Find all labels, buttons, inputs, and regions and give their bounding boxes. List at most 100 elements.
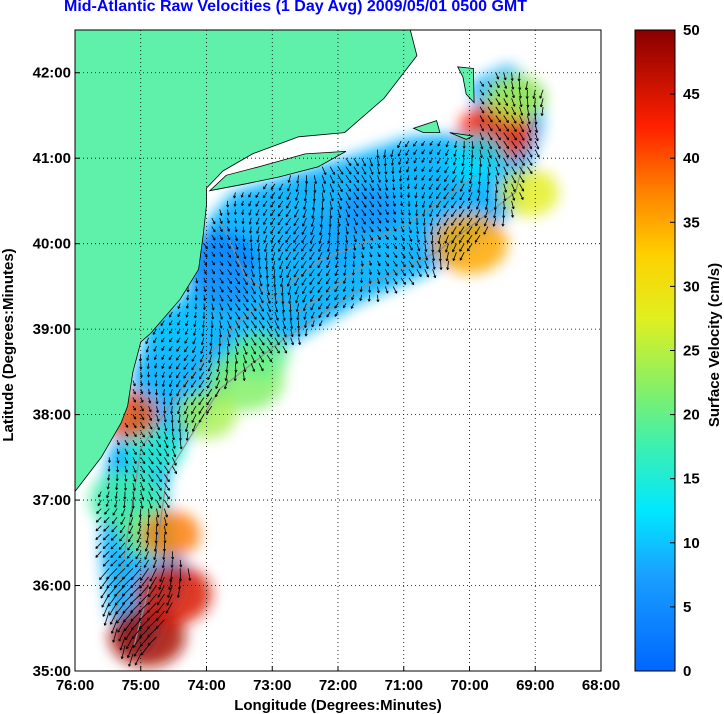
- velocity-arrow: [503, 192, 507, 202]
- velocity-arrow: [211, 286, 215, 293]
- velocity-arrow: [436, 157, 441, 164]
- velocity-arrow: [207, 371, 213, 381]
- velocity-arrow: [148, 414, 152, 421]
- velocity-arrow: [377, 277, 381, 285]
- velocity-arrow: [184, 405, 189, 415]
- velocity-arrow: [392, 226, 397, 232]
- velocity-arrow: [453, 149, 457, 157]
- velocity-arrow: [476, 200, 481, 210]
- velocity-arrow: [343, 277, 347, 284]
- velocity-arrow: [519, 140, 525, 150]
- velocity-arrow: [264, 252, 268, 261]
- velocity-arrow: [503, 140, 509, 149]
- velocity-arrow: [534, 149, 540, 158]
- velocity-arrow: [249, 226, 253, 234]
- speed-region: [485, 74, 546, 123]
- velocity-arrow: [519, 183, 524, 192]
- velocity-arrow: [377, 175, 381, 183]
- velocity-arrow: [266, 320, 272, 329]
- velocity-arrow: [479, 123, 484, 132]
- velocity-arrow: [477, 175, 481, 185]
- velocity-arrow: [334, 286, 339, 293]
- velocity-arrow: [384, 251, 389, 258]
- velocity-arrow: [140, 482, 145, 492]
- velocity-arrow: [281, 294, 285, 304]
- velocity-arrow: [171, 457, 177, 466]
- velocity-arrow: [337, 217, 341, 227]
- velocity-arrow: [392, 234, 397, 241]
- velocity-arrow: [258, 294, 264, 304]
- velocity-arrow: [337, 175, 344, 184]
- velocity-arrow: [203, 269, 207, 275]
- velocity-arrow: [421, 157, 426, 163]
- velocity-arrow: [164, 482, 170, 491]
- velocity-arrow: [203, 277, 207, 284]
- velocity-arrow: [273, 277, 277, 288]
- velocity-arrow: [112, 628, 118, 643]
- velocity-arrow: [392, 277, 398, 285]
- velocity-arrow: [216, 363, 221, 373]
- velocity-arrow: [207, 363, 213, 372]
- velocity-arrow: [210, 320, 214, 329]
- velocity-arrow: [160, 328, 165, 335]
- velocity-arrow: [422, 217, 426, 226]
- velocity-arrow: [301, 260, 307, 269]
- velocity-arrow: [311, 320, 315, 328]
- speed-region: [393, 168, 454, 217]
- velocity-arrow: [301, 277, 307, 286]
- velocity-arrow: [179, 559, 183, 568]
- velocity-arrow: [111, 516, 118, 524]
- velocity-arrow: [164, 525, 168, 535]
- velocity-arrow: [360, 269, 364, 275]
- velocity-arrow: [153, 354, 157, 361]
- velocity-arrow: [102, 551, 110, 558]
- velocity-arrow: [226, 217, 230, 224]
- velocity-arrow: [288, 294, 292, 304]
- velocity-arrow: [436, 166, 441, 173]
- velocity-arrow: [190, 380, 197, 388]
- velocity-arrow: [177, 311, 181, 318]
- velocity-arrow: [250, 363, 256, 372]
- x-tick-label: 72:00: [319, 677, 357, 694]
- velocity-arrow: [414, 166, 418, 172]
- velocity-arrow: [132, 457, 137, 464]
- velocity-arrow: [194, 294, 198, 301]
- velocity-arrow: [211, 277, 215, 284]
- velocity-arrow: [132, 491, 136, 500]
- velocity-arrow: [168, 576, 173, 590]
- island: [457, 66, 475, 104]
- velocity-arrow: [242, 269, 248, 277]
- velocity-arrow: [235, 277, 240, 285]
- velocity-arrow: [183, 380, 189, 388]
- velocity-arrow: [360, 277, 364, 284]
- velocity-arrow: [511, 192, 516, 201]
- velocity-arrow: [167, 585, 173, 598]
- velocity-arrow: [416, 252, 421, 260]
- velocity-arrow: [235, 303, 241, 311]
- velocity-arrow: [424, 243, 428, 252]
- velocity-arrow: [148, 422, 153, 430]
- velocity-arrow: [392, 260, 398, 267]
- velocity-arrow: [460, 175, 465, 184]
- velocity-arrow: [274, 328, 280, 338]
- velocity-arrow: [487, 140, 492, 150]
- velocity-arrow: [235, 243, 239, 250]
- velocity-arrow: [502, 209, 506, 219]
- velocity-arrow: [255, 200, 260, 207]
- velocity-arrow: [233, 209, 237, 215]
- velocity-arrow: [377, 260, 381, 267]
- velocity-arrow: [304, 183, 308, 193]
- velocity-arrow: [250, 303, 257, 312]
- velocity-arrow: [262, 209, 268, 217]
- x-tick-label: 73:00: [253, 677, 291, 694]
- velocity-arrow: [400, 200, 404, 207]
- velocity-arrow: [140, 414, 145, 421]
- velocity-arrow: [250, 311, 257, 320]
- velocity-arrow: [178, 431, 182, 441]
- velocity-arrow: [171, 423, 175, 432]
- velocity-arrow: [527, 132, 532, 142]
- velocity-arrow: [208, 346, 213, 355]
- velocity-arrow: [452, 175, 457, 183]
- velocity-arrow: [103, 516, 110, 524]
- velocity-arrow: [483, 217, 489, 227]
